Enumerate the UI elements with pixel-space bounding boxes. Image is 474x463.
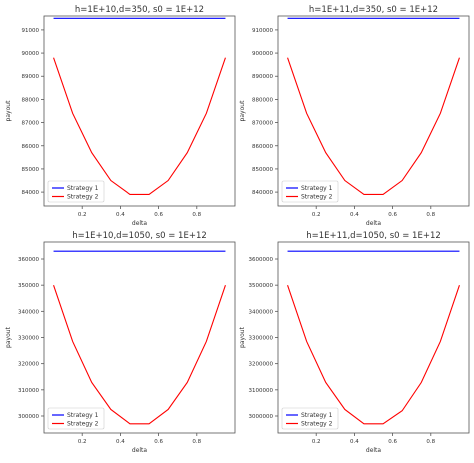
y-tick-label: 900000 <box>252 51 273 57</box>
y-tick-label: 3100000 <box>249 388 274 394</box>
x-axis-label: delta <box>132 447 148 454</box>
chart-panel-2: h=1E+11,d=350, s0 = 1E+12 840000 850000 860… <box>239 5 470 227</box>
y-tick-label: 3000000 <box>249 414 274 420</box>
x-tick-label: 0.4 <box>116 212 125 218</box>
y-tick-label: 360000 <box>18 257 39 263</box>
series-line-2 <box>287 284 460 425</box>
y-tick-label: 320000 <box>18 362 39 368</box>
y-tick-label: 3300000 <box>249 336 274 342</box>
y-tick-label: 90000 <box>22 51 40 57</box>
x-tick-label: 0.6 <box>154 439 163 445</box>
y-tick-label: 84000 <box>22 190 40 196</box>
axes-frame <box>277 15 470 207</box>
legend: Strategy 1 Strategy 2 <box>47 407 105 430</box>
y-tick-label: 3500000 <box>249 283 274 289</box>
legend-label: Strategy 2 <box>67 194 99 201</box>
y-tick-label: 3400000 <box>249 309 274 315</box>
x-tick-label: 0.2 <box>312 439 321 445</box>
legend-label: Strategy 2 <box>67 421 99 428</box>
legend: Strategy 1 Strategy 2 <box>47 180 105 203</box>
x-tick-label: 0.4 <box>116 439 125 445</box>
x-tick-label: 0.2 <box>312 212 321 218</box>
legend-label: Strategy 1 <box>67 412 99 419</box>
x-tick-label: 0.8 <box>192 439 201 445</box>
x-axis-label: delta <box>366 447 382 454</box>
y-tick-label: 890000 <box>252 74 273 80</box>
x-tick-label: 0.4 <box>350 439 359 445</box>
y-tick-label: 870000 <box>252 121 273 127</box>
y-tick-label: 840000 <box>252 190 273 196</box>
y-tick-label: 3200000 <box>249 362 274 368</box>
legend-label: Strategy 1 <box>301 412 333 419</box>
chart-title: h=1E+10,d=350, s0 = 1E+12 <box>75 5 204 15</box>
legend-label: Strategy 2 <box>301 194 333 201</box>
x-tick-label: 0.6 <box>388 212 397 218</box>
axes-frame <box>277 241 470 434</box>
y-tick-label: 300000 <box>18 414 39 420</box>
chart-panel-1: h=1E+10,d=350, s0 = 1E+12 84000 85000 86000… <box>5 5 236 227</box>
series-line-2 <box>53 284 226 425</box>
chart-panel-3: h=1E+10,d=1050, s0 = 1E+12 300000 310000 32… <box>5 231 236 454</box>
x-tick-label: 0.8 <box>426 439 435 445</box>
x-tick-label: 0.2 <box>78 439 87 445</box>
y-axis-label: payout <box>239 100 246 122</box>
x-tick-label: 0.2 <box>78 212 87 218</box>
y-axis-label: payout <box>5 100 12 122</box>
y-tick-label: 330000 <box>18 336 39 342</box>
x-tick-label: 0.8 <box>426 212 435 218</box>
x-tick-label: 0.6 <box>388 439 397 445</box>
y-tick-label: 340000 <box>18 309 39 315</box>
y-tick-label: 88000 <box>22 97 40 103</box>
legend-label: Strategy 2 <box>301 421 333 428</box>
legend: Strategy 1 Strategy 2 <box>281 180 339 203</box>
y-tick-label: 86000 <box>22 144 40 150</box>
y-tick-label: 310000 <box>18 388 39 394</box>
x-tick-label: 0.8 <box>192 212 201 218</box>
chart-panel-4: h=1E+11,d=1050, s0 = 1E+12 3000000 3100000… <box>239 231 470 454</box>
y-tick-label: 89000 <box>22 74 40 80</box>
series-line-2 <box>53 57 226 195</box>
y-tick-label: 350000 <box>18 283 39 289</box>
axes-frame <box>43 241 236 434</box>
x-tick-label: 0.4 <box>350 212 359 218</box>
y-tick-label: 85000 <box>22 167 40 173</box>
y-tick-label: 3600000 <box>249 257 274 263</box>
y-axis-label: payout <box>239 326 246 348</box>
y-tick-label: 87000 <box>22 121 40 127</box>
y-tick-label: 860000 <box>252 144 273 150</box>
x-tick-label: 0.6 <box>154 212 163 218</box>
y-tick-label: 850000 <box>252 167 273 173</box>
series-line-2 <box>287 57 460 195</box>
legend-label: Strategy 1 <box>67 185 99 192</box>
x-axis-label: delta <box>366 220 382 227</box>
chart-title: h=1E+11,d=1050, s0 = 1E+12 <box>306 231 441 241</box>
y-tick-label: 91000 <box>22 28 40 34</box>
x-axis-label: delta <box>132 220 148 227</box>
legend-label: Strategy 1 <box>301 185 333 192</box>
chart-title: h=1E+10,d=1050, s0 = 1E+12 <box>72 231 207 241</box>
y-axis-label: payout <box>5 326 12 348</box>
y-tick-label: 910000 <box>252 28 273 34</box>
legend: Strategy 1 Strategy 2 <box>281 407 339 430</box>
chart-title: h=1E+11,d=350, s0 = 1E+12 <box>309 5 438 15</box>
y-tick-label: 880000 <box>252 97 273 103</box>
axes-frame <box>43 15 236 207</box>
